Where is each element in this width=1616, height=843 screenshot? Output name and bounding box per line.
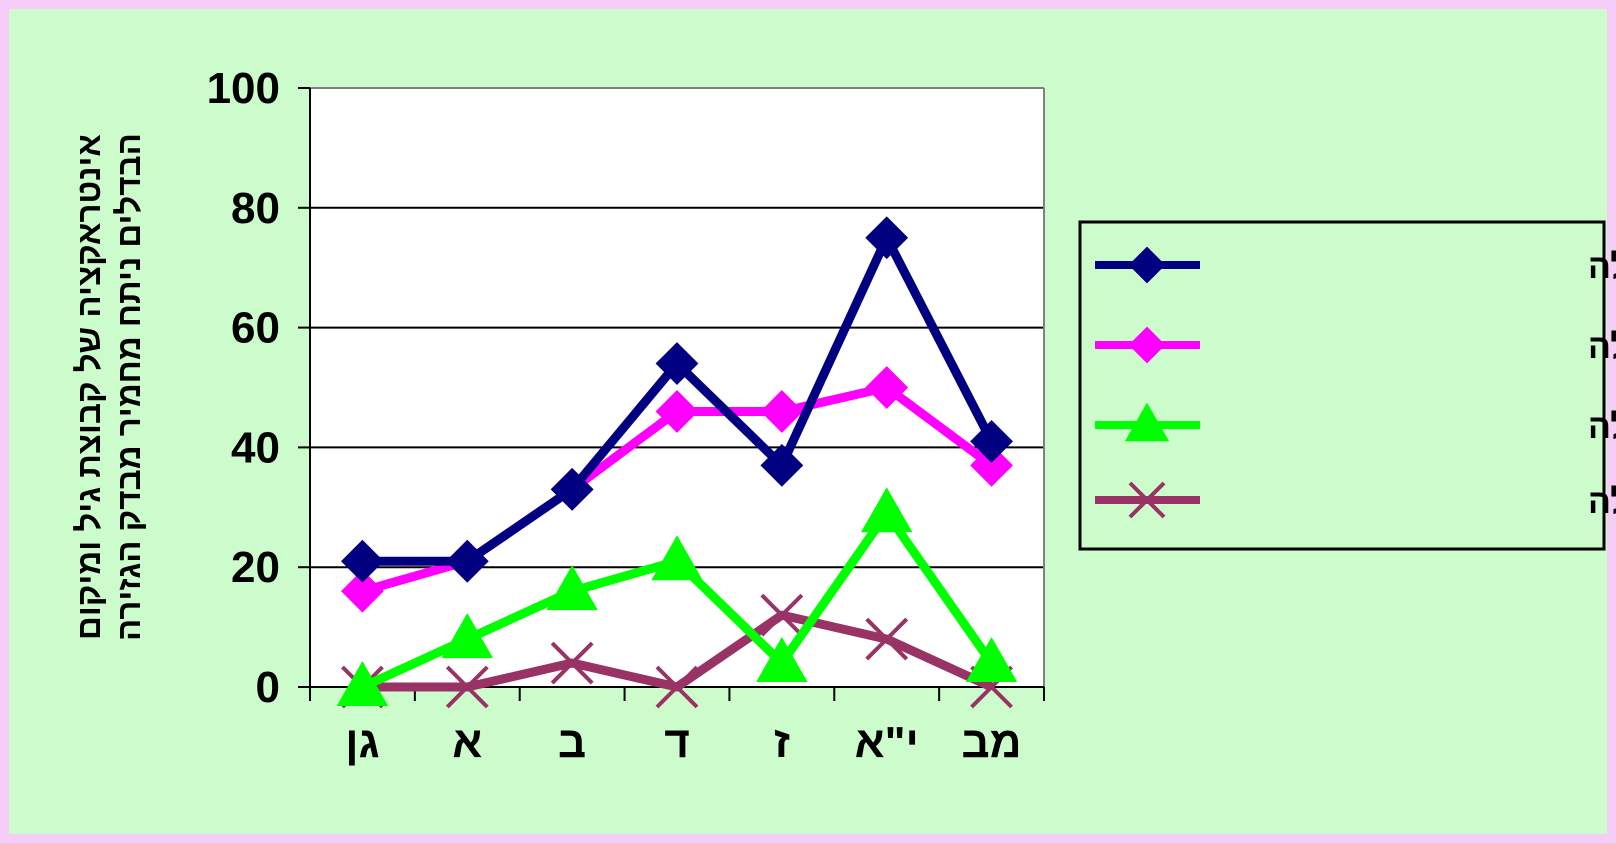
point-s0-5 <box>865 216 909 260</box>
point-s2-2 <box>546 565 598 611</box>
point-s2-3 <box>651 535 703 581</box>
point-s2-1 <box>441 613 494 659</box>
legend-label-0: בנים התחלת מילה <box>1588 248 1616 286</box>
legend-item-1: בנות התחלת מילה <box>1095 326 1616 366</box>
series-2 <box>336 487 1018 706</box>
y-tick-label-3: 60 <box>231 304 280 353</box>
point-s3-2 <box>550 641 594 685</box>
point-s3-1 <box>445 665 489 709</box>
legend-item-0: בנים התחלת מילה <box>1095 246 1616 286</box>
x-tick-label-3: ד <box>664 718 690 767</box>
point-s0-2 <box>550 467 594 511</box>
y-tick-label-2: 40 <box>231 423 280 472</box>
legend-label-3: בנות אמצע מילה <box>1588 483 1616 521</box>
legend-marker-1 <box>1128 326 1166 364</box>
x-tick-label-6: מב <box>962 718 1022 767</box>
legend-marker-0 <box>1128 246 1166 284</box>
point-s3-3 <box>655 665 699 709</box>
point-s0-6 <box>970 419 1013 463</box>
point-s2-6 <box>965 637 1018 683</box>
legend-marker-2 <box>1124 402 1170 442</box>
point-s1-4 <box>760 390 804 433</box>
y-tick-label-0: 0 <box>256 663 280 712</box>
x-ticks: גן א ב ד ז י"א מב <box>309 687 1045 767</box>
y-tick-label-5: 100 <box>207 64 280 113</box>
x-tick-label-2: ב <box>558 718 586 767</box>
point-s0-3 <box>655 342 699 385</box>
x-tick-label-1: א <box>452 718 482 767</box>
point-s0-4 <box>760 443 804 487</box>
x-tick-label-5: י"א <box>855 718 919 767</box>
point-s1-6 <box>970 443 1013 487</box>
point-s2-5 <box>860 487 913 533</box>
y-axis-title-line2: הבדלים ניתח מחמיר מבדק הגזירה <box>110 133 147 641</box>
legend-item-3: בנות אמצע מילה <box>1095 481 1616 521</box>
legend-box <box>1078 220 1606 551</box>
point-s3-4 <box>760 593 804 637</box>
point-s2-4 <box>756 637 808 683</box>
series-0 <box>341 216 1013 583</box>
point-s1-5 <box>865 366 909 409</box>
y-tick-label-1: 20 <box>231 543 280 592</box>
point-s0-0 <box>341 539 384 583</box>
legend-item-2: בנים אמצע מילה <box>1095 402 1616 446</box>
legend-label-1: בנות התחלת מילה <box>1588 328 1616 366</box>
point-s0-1 <box>445 539 489 583</box>
point-s3-5 <box>865 617 909 661</box>
y-ticks: 0 20 40 60 80 100 <box>207 64 310 712</box>
x-tick-label-4: ז <box>774 718 790 767</box>
legend-label-2: בנים אמצע מילה <box>1588 408 1616 446</box>
series-group <box>336 216 1018 709</box>
x-tick-label-0: גן <box>345 718 379 767</box>
y-axis-title: אינטראקציה של קבוצת גיל ומיקום הבדלים ני… <box>70 133 147 641</box>
point-s1-3 <box>655 390 699 433</box>
plot-area <box>310 88 1044 687</box>
point-s1-0 <box>341 569 384 613</box>
y-tick-label-4: 80 <box>231 184 280 233</box>
legend-marker-3 <box>1128 481 1166 519</box>
point-s2-0 <box>336 660 389 706</box>
series-3 <box>341 593 1013 709</box>
y-axis-title-line1: אינטראקציה של קבוצת גיל ומיקום <box>70 134 107 640</box>
legend: בנים התחלת מילה בנות התחלת מילה בנים אמצע … <box>1078 220 1616 551</box>
